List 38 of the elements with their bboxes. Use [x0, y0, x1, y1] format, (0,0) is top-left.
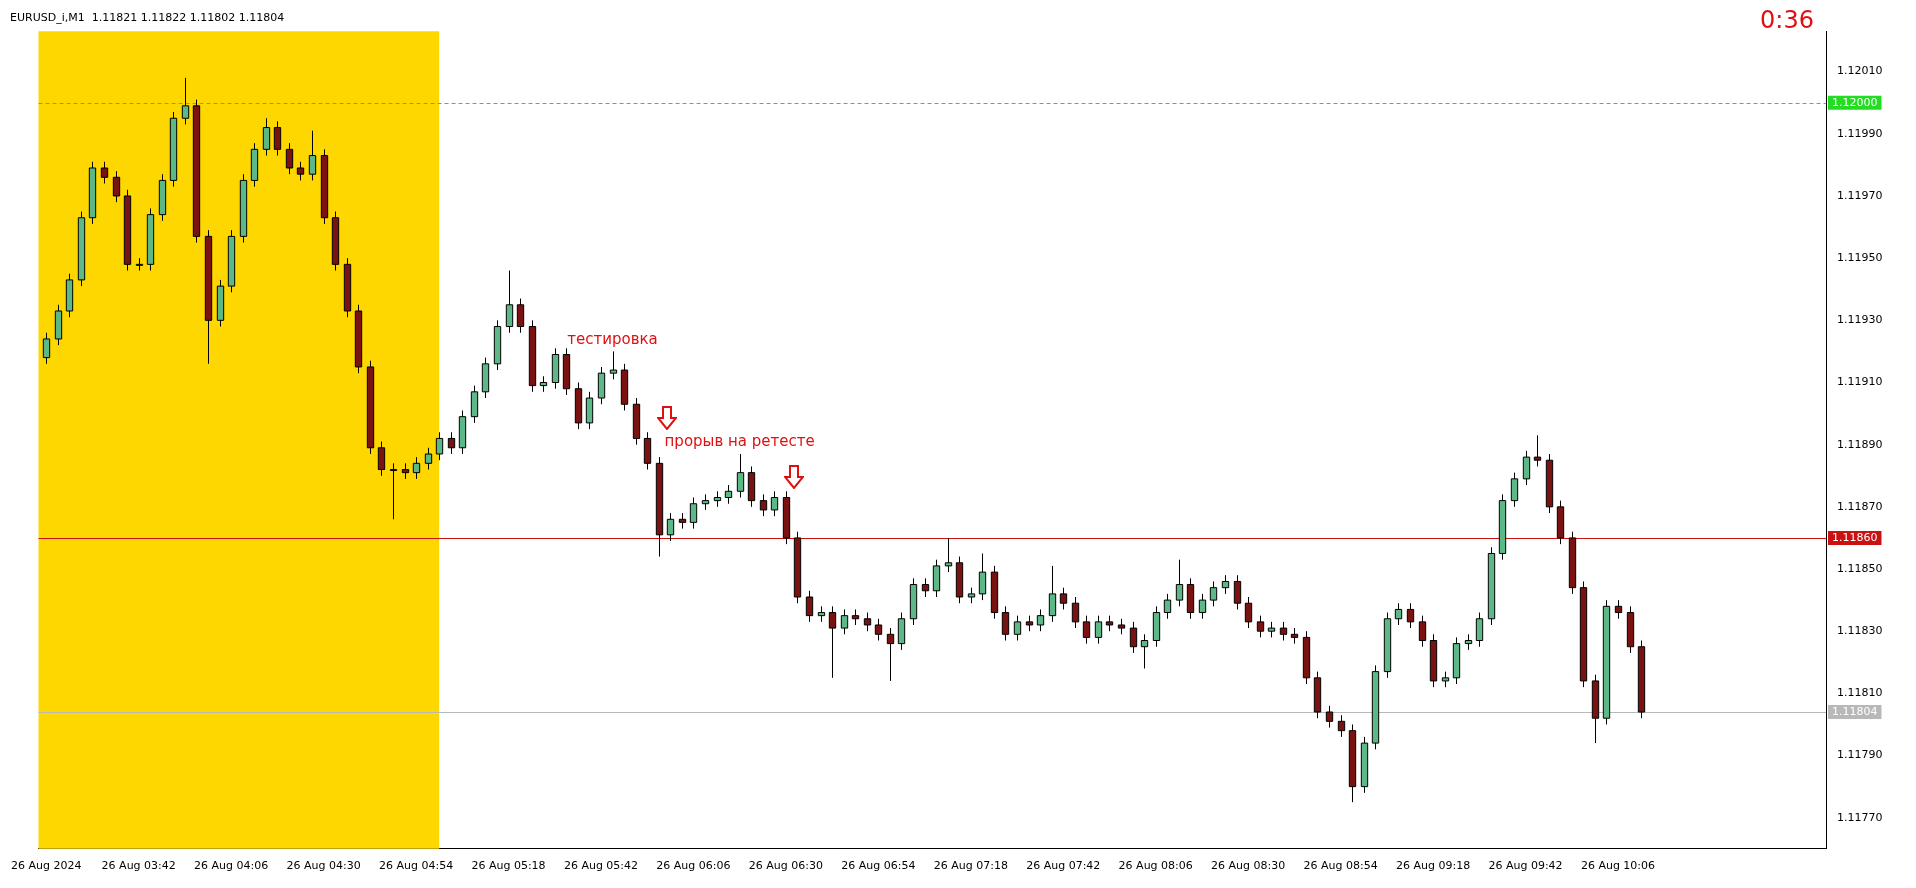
x-tick-label: 26 Aug 06:06 — [656, 859, 731, 873]
annotation: тестировка — [567, 329, 658, 348]
ref-line-label: 1.11860 — [1832, 530, 1878, 544]
x-tick-label: 26 Aug 07:42 — [1026, 859, 1101, 873]
x-tick-label: 26 Aug 05:42 — [563, 859, 639, 873]
y-tick-label: 1.11950 — [1837, 251, 1883, 264]
y-tick-label: 1.11930 — [1837, 313, 1883, 327]
x-tick-label: 26 Aug 08:30 — [1211, 859, 1286, 873]
x-tick-label: 26 Aug 05:18 — [471, 859, 546, 873]
y-tick-label: 1.11890 — [1837, 437, 1883, 451]
y-tick-label: 1.11910 — [1837, 375, 1883, 389]
annotation: прорыв на ретесте — [664, 432, 815, 451]
y-tick-label: 1.11970 — [1837, 188, 1883, 202]
x-tick-label: 26 Aug 06:30 — [748, 859, 823, 873]
x-tick-label: 26 Aug 04:30 — [286, 859, 361, 873]
ref-line-label: 1.11804 — [1832, 704, 1878, 718]
y-tick-label: 1.11770 — [1837, 810, 1883, 824]
y-tick-label: 1.11850 — [1837, 561, 1883, 575]
x-tick-label: 26 Aug 2024 — [11, 859, 82, 873]
x-tick-label: 26 Aug 08:06 — [1118, 859, 1193, 873]
y-tick-label: 1.12010 — [1837, 64, 1883, 78]
x-tick-label: 26 Aug 04:54 — [378, 859, 454, 873]
x-tick-label: 26 Aug 04:06 — [194, 859, 269, 873]
y-tick-label: 1.11810 — [1837, 686, 1883, 700]
x-tick-label: 26 Aug 08:54 — [1303, 859, 1378, 873]
y-tick-label: 1.11990 — [1837, 126, 1883, 140]
annotation: 0:36 — [1760, 6, 1814, 35]
y-tick-label: 1.11830 — [1837, 624, 1883, 638]
y-tick-label: 1.11870 — [1837, 499, 1883, 513]
x-tick-label: 26 Aug 06:54 — [841, 859, 916, 873]
x-tick-label: 26 Aug 09:18 — [1395, 859, 1471, 873]
y-tick-label: 1.11790 — [1837, 748, 1883, 762]
x-tick-label: 26 Aug 09:42 — [1488, 859, 1563, 873]
x-tick-label: 26 Aug 10:06 — [1580, 859, 1656, 873]
chart-title: EURUSD_i,M1 1.11821 1.11822 1.11802 1.11804 — [10, 11, 285, 25]
ref-line-label: 1.12000 — [1832, 95, 1878, 109]
x-tick-label: 26 Aug 07:18 — [933, 859, 1008, 873]
x-tick-label: 26 Aug 03:42 — [101, 859, 176, 873]
